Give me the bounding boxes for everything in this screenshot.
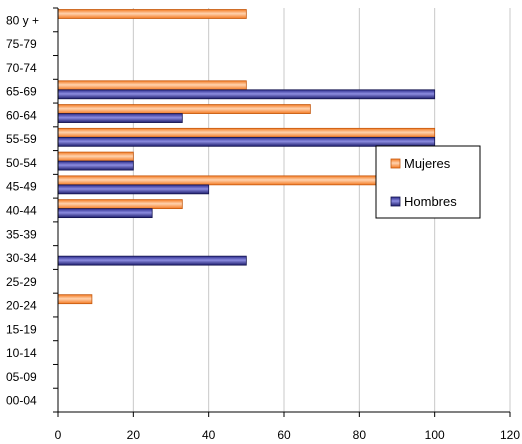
y-tick-labels: 80 y + 75-79 70-74 65-69 60-64 55-59 50-54 45-4… <box>6 13 39 407</box>
x-tick-label: 40 <box>202 428 216 442</box>
y-tick-label: 55-59 <box>6 132 37 146</box>
bar-hombres-60-64 <box>57 113 183 123</box>
bar-mujeres-50-54 <box>57 151 134 162</box>
y-tick-label: 45-49 <box>6 180 37 194</box>
y-tick-label: 05-09 <box>6 370 37 384</box>
legend-label-mujeres: Mujeres <box>404 156 451 171</box>
x-tick-label: 0 <box>55 428 62 442</box>
x-tick-label: 20 <box>127 428 141 442</box>
bar-hombres-40-44 <box>57 208 153 219</box>
y-tick-label: 50-54 <box>6 156 37 170</box>
bar-hombres-65-69 <box>57 89 436 100</box>
bar-hombres-50-54 <box>57 160 134 171</box>
y-tick-label: 00-04 <box>6 394 37 408</box>
y-tick-label: 35-39 <box>6 227 37 241</box>
x-tick-label: 100 <box>425 428 445 442</box>
y-tick-label: 40-44 <box>6 204 37 218</box>
y-tick-label: 10-14 <box>6 346 37 360</box>
legend-swatch-mujeres <box>390 158 401 169</box>
bar-hombres-55-59 <box>57 136 436 147</box>
y-tick-label: 20-24 <box>6 299 37 313</box>
bars <box>57 9 436 305</box>
x-tick-label: 120 <box>500 428 520 442</box>
bar-mujeres-20-24 <box>57 294 93 305</box>
y-tick-label: 30-34 <box>6 251 37 265</box>
x-tick-label: 60 <box>277 428 291 442</box>
y-tick-label: 75-79 <box>6 37 37 51</box>
y-tick-label: 25-29 <box>6 275 37 289</box>
bar-mujeres-40-44 <box>57 199 183 210</box>
legend-swatch-hombres <box>390 196 401 207</box>
y-tick-label: 80 y + <box>6 13 39 27</box>
bar-mujeres-60-64 <box>57 104 311 114</box>
y-tick-label: 65-69 <box>6 85 37 99</box>
legend-label-hombres: Hombres <box>404 194 457 209</box>
x-tick-labels: 0 20 40 60 80 100 120 <box>55 428 521 442</box>
y-tick-label: 60-64 <box>6 108 37 122</box>
y-tick-label: 15-19 <box>6 322 37 336</box>
legend: Mujeres Hombres <box>375 145 481 219</box>
bar-hombres-45-49 <box>57 184 210 195</box>
axes <box>53 7 511 417</box>
y-tick-label: 70-74 <box>6 61 37 75</box>
bar-mujeres-55-59 <box>57 127 436 138</box>
bar-mujeres-65-69 <box>57 80 247 91</box>
x-tick-label: 80 <box>353 428 367 442</box>
bar-hombres-30-34 <box>57 255 247 266</box>
bar-mujeres-45-49 <box>57 175 387 186</box>
bar-mujeres-80y+ <box>57 9 247 19</box>
